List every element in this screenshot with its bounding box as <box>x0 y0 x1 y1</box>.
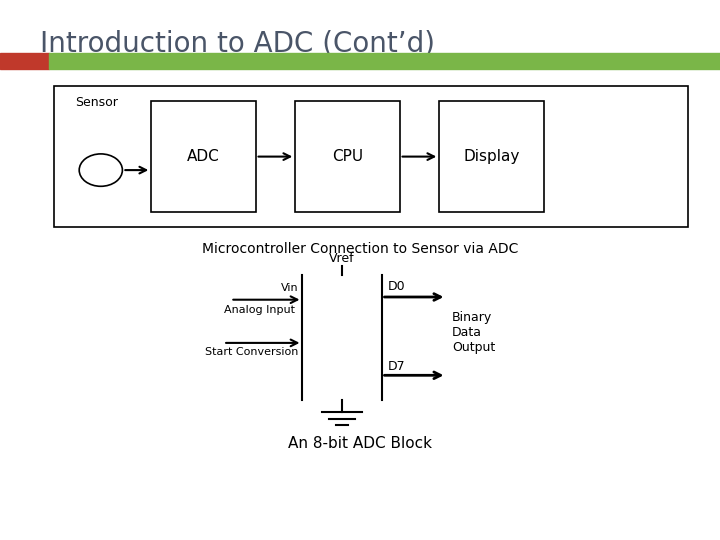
Text: CPU: CPU <box>332 149 363 164</box>
Text: D0: D0 <box>387 280 405 293</box>
Text: Analog Input: Analog Input <box>224 305 295 315</box>
Text: Binary
Data
Output: Binary Data Output <box>452 310 495 354</box>
Text: Vin: Vin <box>282 283 299 293</box>
Bar <box>151 101 256 212</box>
Text: Sensor: Sensor <box>76 96 119 109</box>
Text: An 8-bit ADC Block: An 8-bit ADC Block <box>288 436 432 451</box>
Bar <box>54 86 688 227</box>
Text: Start Conversion: Start Conversion <box>205 347 299 357</box>
Bar <box>295 101 400 212</box>
Text: ADC: ADC <box>187 149 220 164</box>
Bar <box>0 53 49 69</box>
Text: Vref: Vref <box>329 252 355 265</box>
Text: Introduction to ADC (Cont’d): Introduction to ADC (Cont’d) <box>40 30 435 58</box>
Text: D7: D7 <box>387 360 405 373</box>
Text: Display: Display <box>463 149 520 164</box>
Bar <box>439 101 544 212</box>
Text: Microcontroller Connection to Sensor via ADC: Microcontroller Connection to Sensor via… <box>202 242 518 256</box>
Bar <box>49 53 720 69</box>
